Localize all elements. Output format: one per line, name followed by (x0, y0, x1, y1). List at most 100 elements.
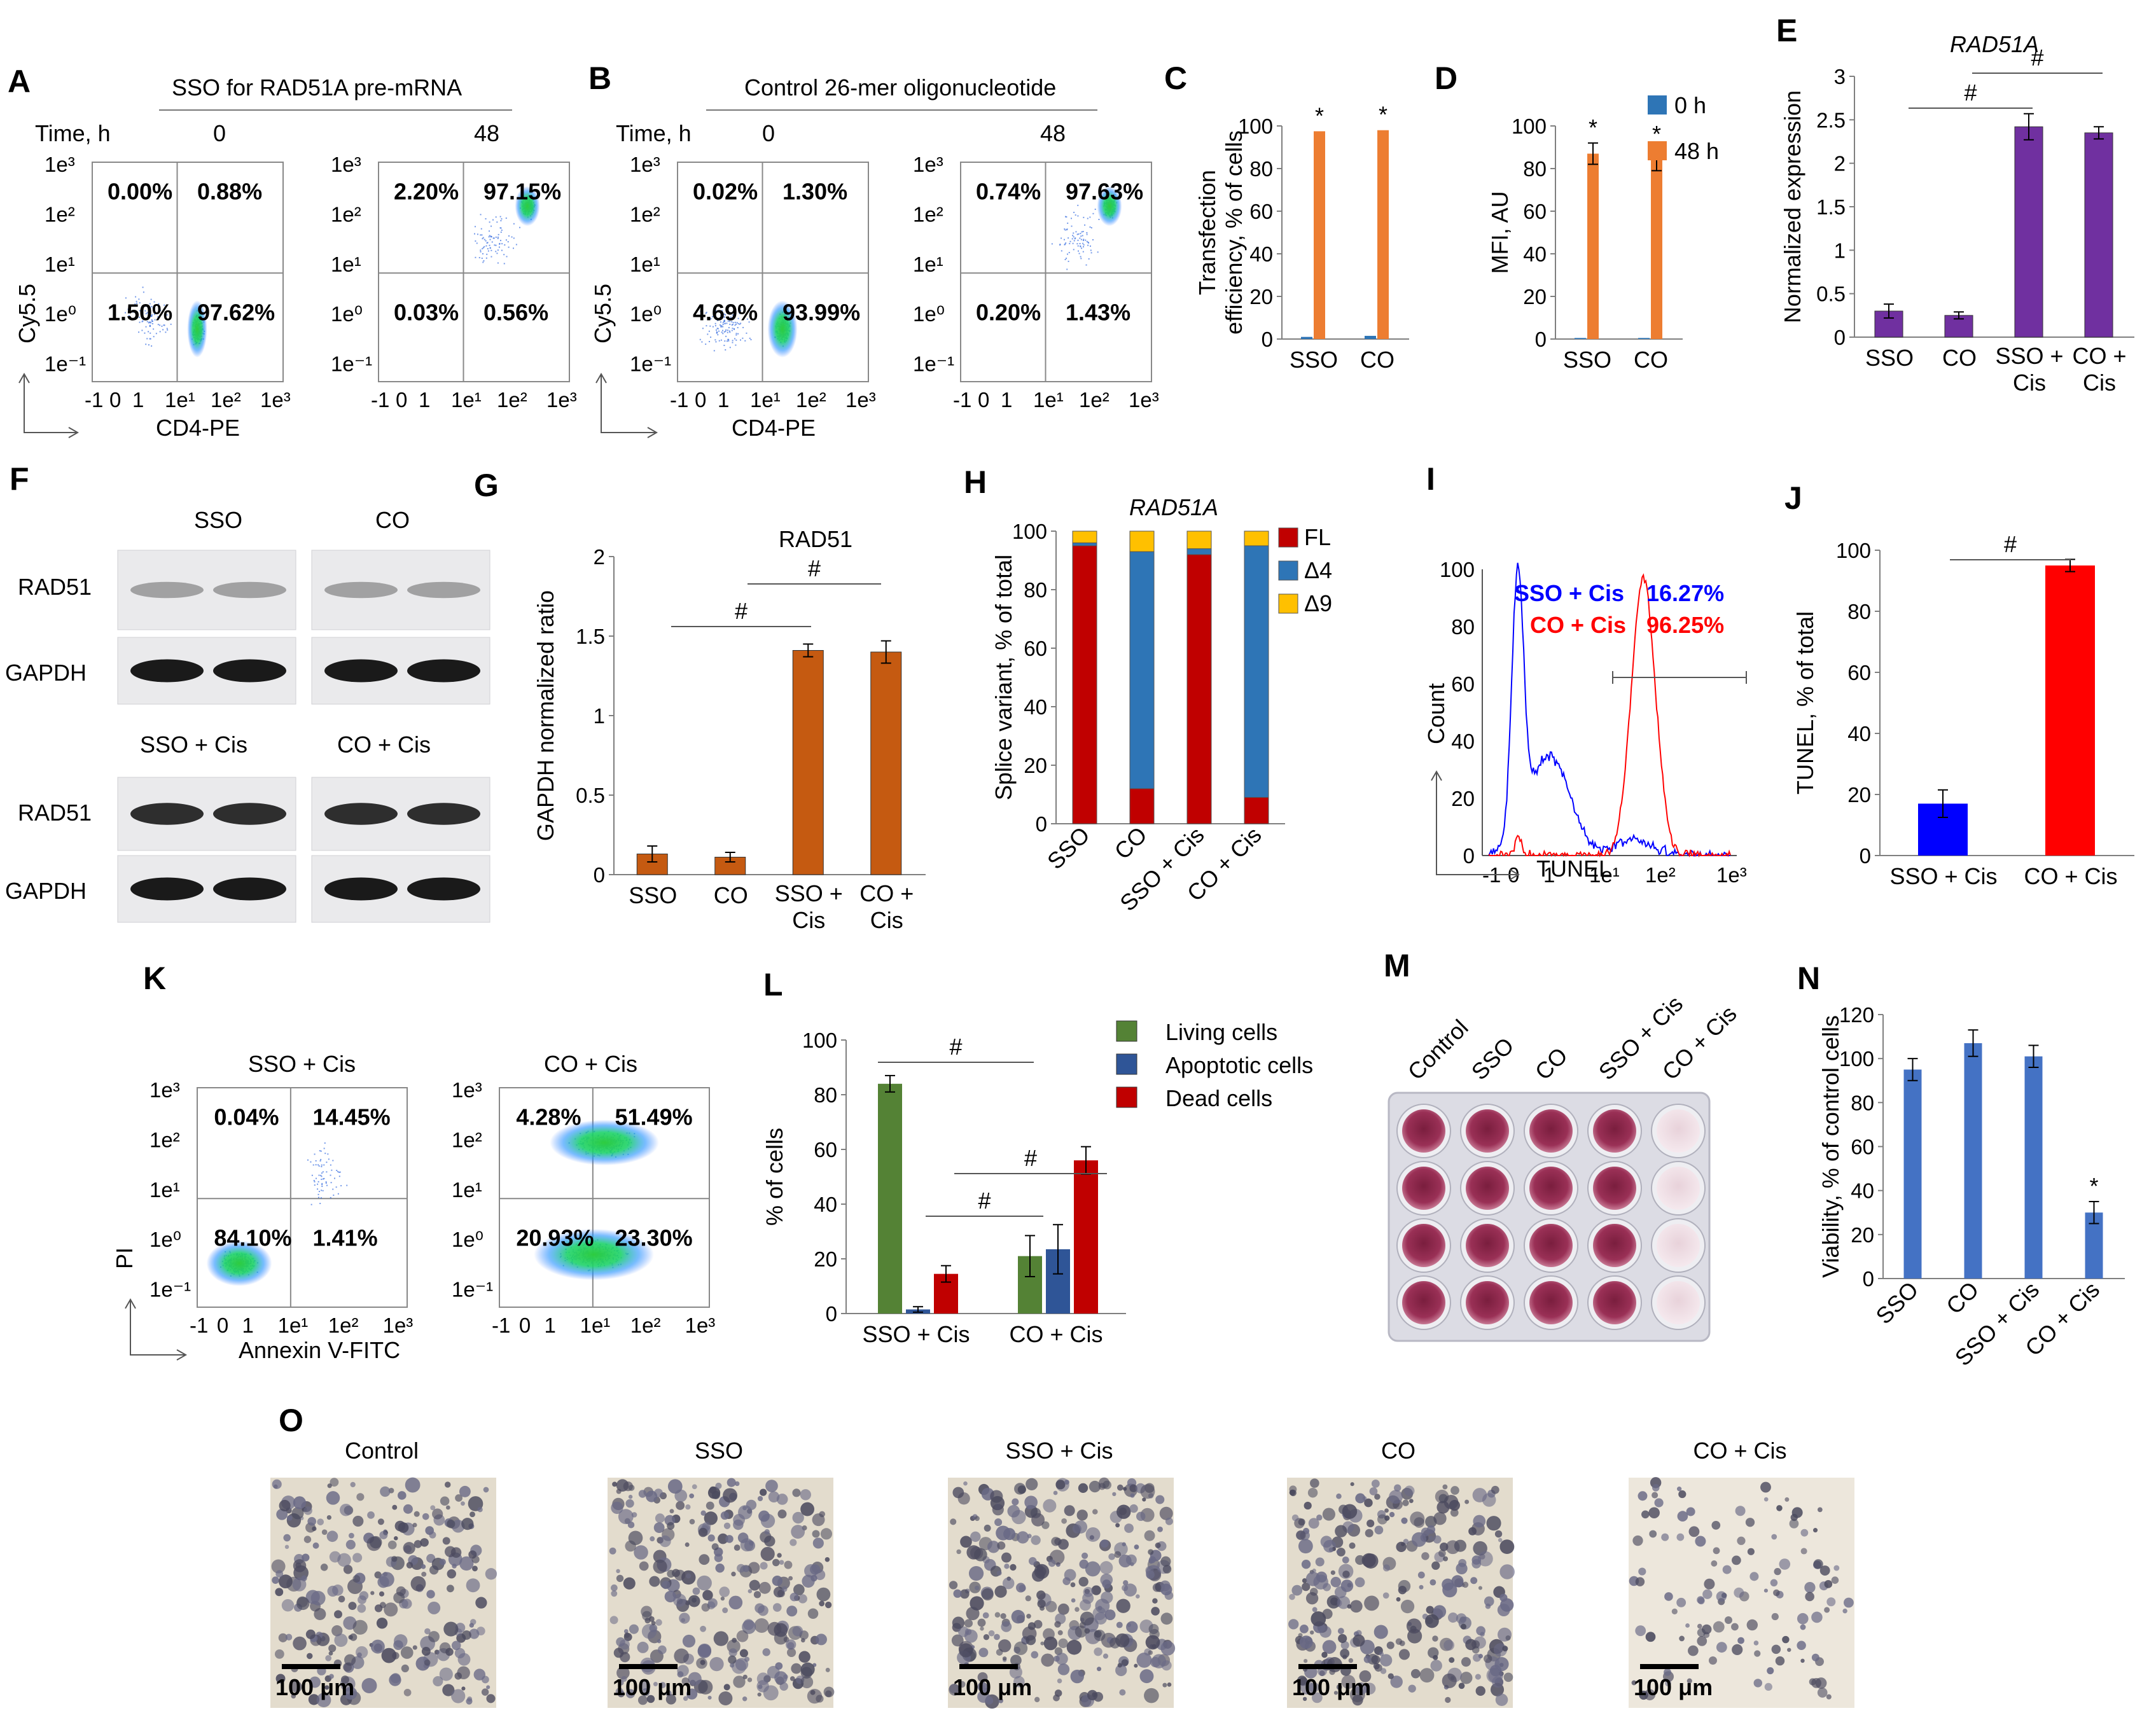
event-dot (499, 240, 501, 242)
event-dot (718, 330, 720, 332)
cell (1819, 1565, 1830, 1576)
cell (275, 1674, 286, 1684)
event-dot (315, 1164, 317, 1166)
event-dot (338, 1176, 340, 1177)
cell (688, 1672, 702, 1686)
cell (970, 1546, 984, 1560)
flow-y-tick: 1e² (331, 202, 361, 226)
cell (454, 1647, 466, 1659)
cell (699, 1554, 710, 1565)
cell (1460, 1623, 1467, 1630)
cell (1336, 1684, 1342, 1690)
cell (977, 1618, 986, 1627)
significance-mark: # (808, 555, 821, 581)
cell (468, 1550, 477, 1559)
legend-swatch-48h (1648, 141, 1667, 160)
event-dot (720, 321, 721, 323)
cell (1697, 1628, 1706, 1637)
cell (1338, 1633, 1347, 1643)
event-dot (736, 322, 738, 324)
cell (1140, 1484, 1155, 1499)
hist-series-co-cis (1488, 573, 1731, 857)
flow-y-tick: 1e¹ (913, 253, 943, 276)
cell (1645, 1632, 1656, 1642)
cell (1080, 1599, 1091, 1611)
cell (1289, 1593, 1295, 1600)
cell (443, 1621, 459, 1637)
blot-membrane (117, 550, 296, 630)
cell (1631, 1680, 1637, 1686)
event-dot (307, 1159, 309, 1161)
flow-x-tick: 1e¹ (750, 388, 781, 412)
event-dot (159, 331, 161, 333)
cell (312, 1542, 319, 1549)
cell (457, 1666, 470, 1679)
well (1466, 1281, 1509, 1324)
event-dot (1090, 227, 1092, 229)
cell (949, 1684, 961, 1696)
event-dot (1072, 235, 1074, 237)
y-tick-label: 100 (802, 1029, 837, 1052)
event-dot (706, 325, 707, 327)
event-dot (1073, 211, 1075, 213)
cell (772, 1603, 782, 1612)
event-dot (315, 1177, 317, 1179)
cell (1433, 1535, 1442, 1544)
cell (1713, 1547, 1720, 1555)
cell (357, 1604, 366, 1613)
event-dot (144, 332, 146, 334)
cell (718, 1691, 733, 1705)
cell (1764, 1682, 1772, 1691)
cell (483, 1487, 489, 1493)
cell (653, 1559, 667, 1574)
cell (1789, 1518, 1799, 1529)
event-dot (750, 338, 752, 340)
legend-label: Δ4 (1304, 557, 1332, 583)
quadrant-value: 0.02% (693, 179, 758, 205)
event-dot (317, 1193, 319, 1195)
quadrant-value: 97.63% (1066, 179, 1143, 205)
event-dot (138, 331, 140, 333)
event-dot (1075, 214, 1076, 216)
event-dot (726, 322, 728, 324)
tunel-sso-pct: 16.27% (1646, 580, 1724, 606)
cell (700, 1660, 706, 1665)
event-dot (148, 331, 150, 333)
well (1657, 1224, 1700, 1267)
cell (1064, 1505, 1075, 1516)
cell (1797, 1640, 1806, 1650)
y-tick-label: 80 (1249, 157, 1273, 181)
cell (358, 1595, 366, 1604)
cell (1013, 1675, 1025, 1688)
cell (1142, 1497, 1146, 1502)
panel-label-h: H (964, 464, 987, 500)
cell (653, 1682, 658, 1687)
cell (1449, 1657, 1455, 1663)
event-dot (143, 291, 144, 293)
cell (625, 1540, 636, 1552)
cell (403, 1504, 413, 1514)
flow-y-tick: 1e⁰ (45, 302, 76, 326)
cell (956, 1549, 961, 1555)
cell (1771, 1612, 1779, 1621)
cell (1054, 1621, 1061, 1628)
cell (654, 1488, 663, 1498)
event-dot (1061, 237, 1062, 239)
cell (1157, 1526, 1163, 1532)
cell (334, 1610, 342, 1619)
event-dot (327, 1153, 329, 1155)
cell (1424, 1614, 1439, 1628)
event-dot (1086, 240, 1088, 242)
cell (706, 1501, 714, 1510)
quadrant-value: 4.28% (516, 1104, 581, 1130)
blot-band (324, 877, 398, 901)
cell (1445, 1696, 1451, 1703)
cell (977, 1672, 988, 1682)
cell (344, 1654, 356, 1666)
flow-y-tick: 1e² (913, 202, 943, 226)
cell (292, 1577, 307, 1592)
